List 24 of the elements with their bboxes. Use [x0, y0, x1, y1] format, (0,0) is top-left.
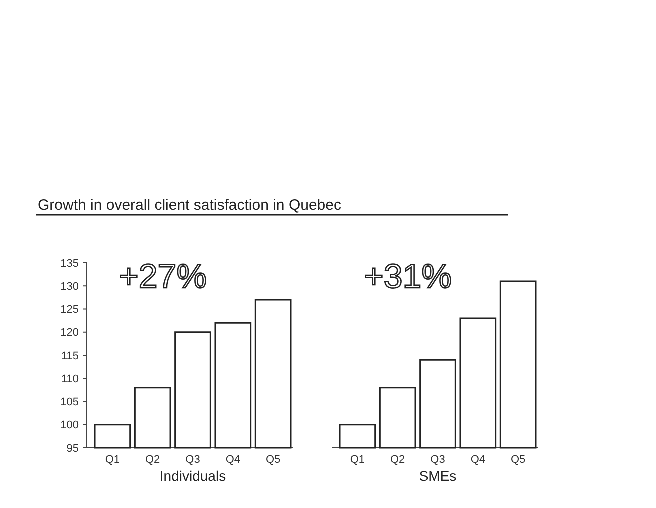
x-tick-label: Q4 [226, 454, 241, 466]
x-tick-label: Q2 [390, 454, 406, 466]
y-tick-label: 95 [66, 442, 79, 455]
x-tick-label: Q5 [510, 454, 526, 466]
y-tick-label: 125 [60, 304, 79, 316]
y-tick-label: 130 [60, 280, 79, 293]
x-tick-label: Q3 [186, 454, 200, 466]
x-axis-title: Individuals [160, 468, 226, 484]
x-axis-title: SMEs [419, 468, 457, 484]
x-tick-label: Q1 [105, 454, 120, 466]
y-tick-label: 110 [61, 373, 79, 386]
x-tick-label: Q5 [266, 454, 281, 466]
y-tick-label: 120 [60, 327, 79, 340]
x-tick-label: Q3 [430, 454, 446, 466]
y-tick-label: 100 [60, 420, 79, 432]
annotation: +31% [364, 258, 452, 296]
x-tick-label: Q2 [145, 454, 160, 466]
x-tick-label: Q1 [350, 454, 366, 466]
chart-title: Growth in overall client satisfaction in Quebec [38, 197, 342, 214]
annotation: +27% [119, 258, 207, 296]
x-tick-label: Q4 [470, 454, 486, 466]
y-tick-label: 115 [61, 350, 79, 362]
y-tick-label: 105 [60, 396, 79, 409]
y-tick-label: 135 [60, 258, 79, 270]
